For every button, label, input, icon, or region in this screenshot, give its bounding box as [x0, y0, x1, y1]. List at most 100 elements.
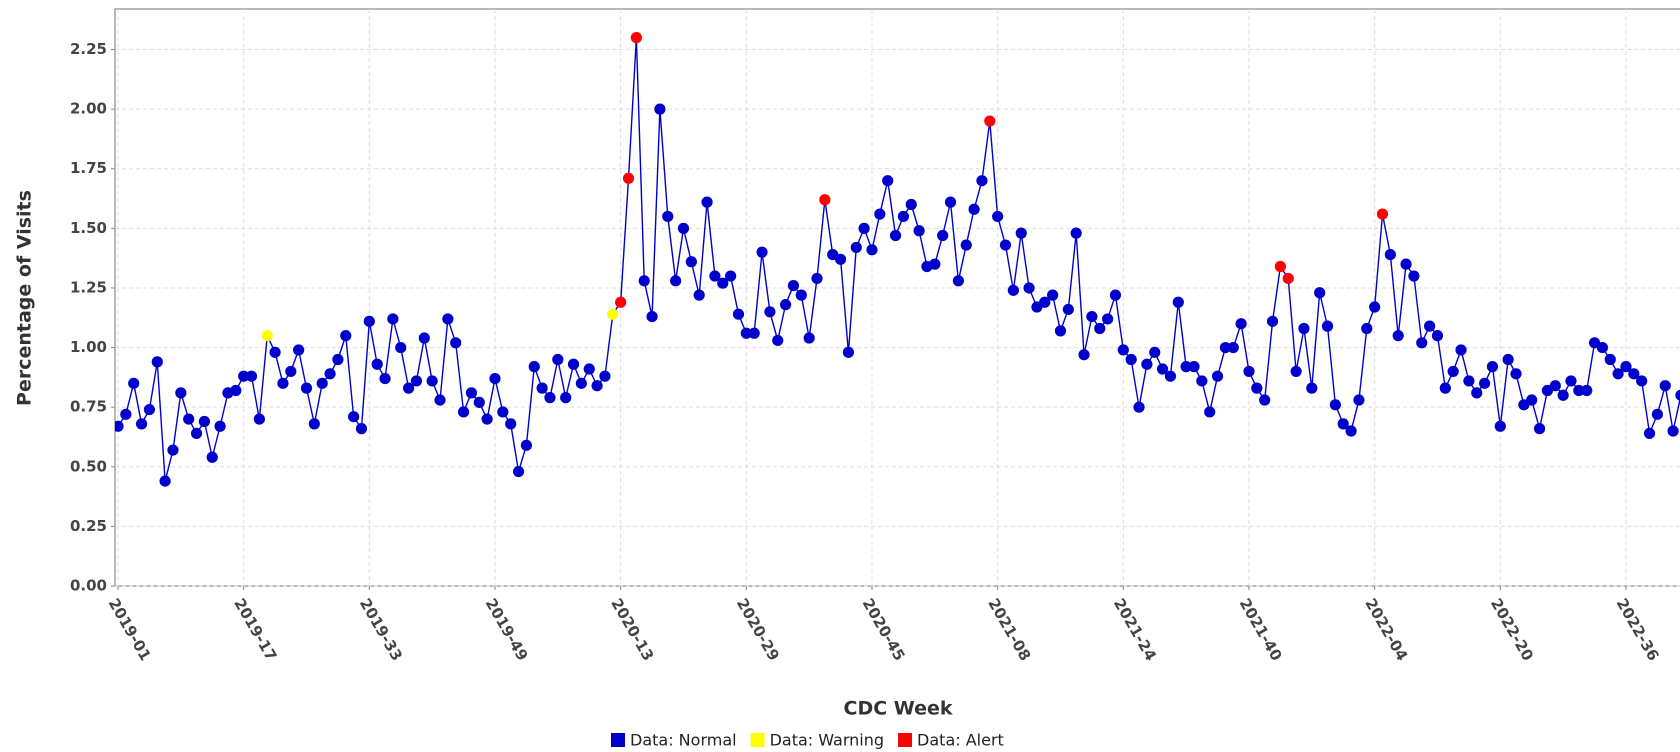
line-segment — [439, 318, 449, 401]
data-point — [1557, 389, 1569, 401]
line-segment — [564, 364, 575, 398]
x-tick-label: 2021-24 — [1110, 595, 1160, 664]
line-segment — [1067, 233, 1077, 310]
data-point — [1109, 289, 1122, 301]
line-segment — [918, 230, 928, 267]
x-tick-label: 2019-33 — [356, 595, 406, 664]
data-point — [1376, 208, 1389, 220]
line-segment — [1114, 295, 1125, 351]
line-segment — [941, 201, 952, 236]
data-point — [622, 172, 635, 184]
data-point — [560, 392, 572, 404]
data-point — [607, 308, 619, 320]
data-point — [1463, 375, 1475, 387]
line-segment — [455, 342, 465, 413]
data-point — [976, 175, 988, 187]
data-point — [363, 315, 375, 327]
data-point — [115, 420, 124, 432]
data-point — [654, 103, 666, 115]
data-point — [1494, 420, 1506, 432]
data-point — [740, 327, 752, 339]
data-point — [1251, 382, 1263, 394]
data-point — [646, 310, 658, 323]
data-point — [1337, 418, 1349, 430]
legend-swatch — [898, 733, 913, 747]
data-point — [803, 332, 815, 344]
line-segment — [133, 383, 143, 425]
data-point — [1047, 289, 1059, 301]
line-segment — [1381, 213, 1392, 255]
line-segment — [643, 280, 653, 317]
data-point — [1612, 368, 1624, 380]
data-point — [1227, 341, 1239, 354]
data-point — [434, 394, 446, 406]
data-point — [293, 344, 305, 356]
data-point — [371, 358, 383, 370]
y-tick-label: 0.75 — [70, 398, 107, 416]
data-point — [1314, 287, 1326, 299]
data-point — [591, 380, 603, 392]
data-point — [1471, 387, 1483, 399]
data-point — [332, 353, 344, 366]
data-point — [1416, 337, 1428, 349]
data-point — [497, 406, 509, 418]
data-point — [787, 279, 800, 292]
line-segment — [1051, 294, 1062, 332]
data-point — [261, 330, 273, 342]
data-point — [552, 353, 564, 366]
data-point — [732, 308, 745, 320]
data-point — [120, 408, 132, 420]
data-point — [277, 377, 289, 389]
data-point — [1345, 425, 1357, 437]
line-segment — [957, 244, 967, 281]
data-point — [866, 244, 878, 256]
data-point — [1439, 382, 1451, 394]
data-point — [214, 420, 226, 432]
data-point — [992, 210, 1004, 223]
data-point — [819, 194, 831, 206]
data-point — [395, 341, 407, 354]
data-point — [1424, 320, 1436, 332]
line-segment — [525, 366, 535, 446]
x-tick-label: 2019-01 — [105, 595, 155, 664]
line-segment — [557, 359, 567, 398]
line-segment — [1499, 359, 1509, 427]
data-point — [858, 222, 870, 234]
data-point — [1447, 365, 1459, 378]
line-segment — [871, 213, 881, 250]
data-point — [1604, 353, 1616, 366]
data-point — [1392, 330, 1404, 342]
line-segment — [808, 278, 818, 339]
data-point — [567, 358, 580, 370]
data-point — [1243, 365, 1255, 378]
legend-label: Data: Alert — [917, 731, 1004, 750]
data-point — [748, 327, 760, 339]
data-point — [1235, 318, 1247, 330]
line-segment — [423, 337, 433, 382]
line-segment — [1389, 254, 1399, 336]
line-segment — [203, 421, 213, 458]
line-segment — [510, 423, 520, 472]
data-point — [536, 382, 548, 394]
data-point — [245, 370, 258, 382]
data-point — [1054, 325, 1067, 337]
y-tick-label: 0.00 — [70, 577, 107, 595]
data-point — [410, 375, 423, 387]
data-point — [1086, 310, 1098, 323]
data-point — [253, 413, 265, 425]
data-point — [1306, 382, 1318, 394]
data-point — [387, 313, 399, 325]
line-segment — [1083, 316, 1093, 355]
legend-label: Data: Normal — [630, 731, 737, 750]
data-point — [520, 439, 533, 451]
data-point — [599, 370, 611, 382]
data-point — [300, 382, 313, 394]
data-point — [1180, 361, 1192, 373]
data-point — [1149, 346, 1161, 358]
line-segment — [1326, 326, 1337, 405]
data-point — [1533, 423, 1546, 435]
data-point — [190, 427, 203, 440]
line-segment — [1586, 342, 1596, 391]
plot — [115, 32, 1680, 487]
line-segment — [1020, 233, 1030, 289]
